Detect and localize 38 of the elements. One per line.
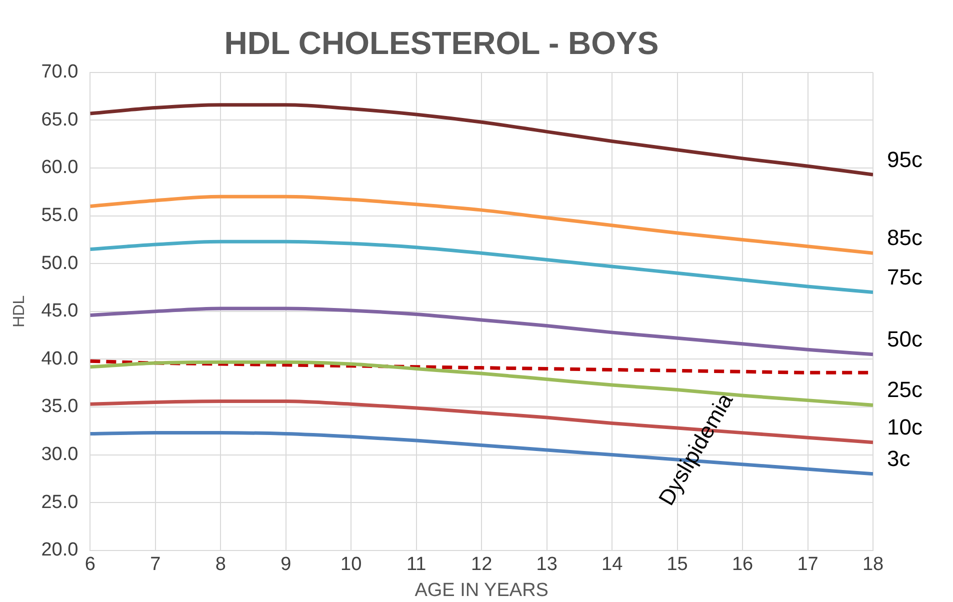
line-series <box>90 240 873 294</box>
y-tick-label: 55.0 <box>41 205 78 226</box>
series-label: 50c <box>887 326 922 352</box>
x-tick-label: 10 <box>340 554 362 576</box>
line-series <box>90 194 873 255</box>
series-label: 10c <box>887 414 922 440</box>
y-tick-label: 60.0 <box>41 157 78 178</box>
y-tick-label: 35.0 <box>41 396 78 418</box>
x-tick-label: 11 <box>406 554 426 576</box>
y-tick-label: 20.0 <box>41 540 78 561</box>
x-tick-label: 9 <box>280 554 292 576</box>
y-tick-label: 30.0 <box>41 444 78 466</box>
x-tick-label: 8 <box>215 554 226 576</box>
chart-title: HDL CHOLESTEROL - BOYS <box>224 25 659 62</box>
x-axis-title: AGE IN YEARS <box>414 580 548 601</box>
y-tick-label: 70.0 <box>41 62 78 83</box>
x-tick-label: 16 <box>732 554 754 576</box>
series-label: 75c <box>887 264 922 290</box>
y-tick-label: 50.0 <box>41 252 78 274</box>
x-tick-label: 17 <box>797 554 818 576</box>
x-tick-label: 18 <box>862 554 884 576</box>
x-tick-label: 14 <box>601 554 624 576</box>
line-series <box>90 306 873 356</box>
y-tick-label: 65.0 <box>41 109 78 130</box>
y-tick-label: 25.0 <box>41 492 78 513</box>
series-label: 3c <box>887 446 910 471</box>
x-tick-label: 13 <box>536 554 558 576</box>
series-label: 85c <box>887 225 922 250</box>
y-tick-label: 45.0 <box>41 300 78 322</box>
x-tick-label: 6 <box>84 554 96 576</box>
line-series <box>90 103 873 176</box>
x-tick-label: 12 <box>471 554 492 576</box>
series-label: 95c <box>887 146 922 172</box>
y-axis-title: HDL <box>11 295 28 328</box>
y-tick-label: 40.0 <box>41 348 78 370</box>
series-label: 25c <box>887 377 922 402</box>
x-tick-label: 7 <box>150 554 161 576</box>
x-tick-label: 15 <box>666 554 688 576</box>
